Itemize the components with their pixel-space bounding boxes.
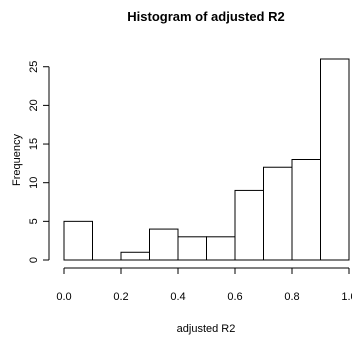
histogram-bar	[177, 236, 207, 261]
chart-title: Histogram of adjusted R2	[127, 9, 284, 24]
y-tick-label: 5	[28, 218, 40, 224]
y-axis: 0 5 10 15 20 25	[28, 61, 50, 263]
x-axis-label: adjusted R2	[177, 323, 236, 335]
y-tick-label: 0	[28, 257, 40, 263]
x-tick-label: 0.6	[227, 291, 242, 303]
histogram-bar	[149, 228, 179, 261]
histogram-bar	[206, 236, 236, 261]
y-axis-label: Frequency	[11, 134, 23, 186]
histogram-bar	[120, 251, 150, 261]
histogram-bar	[234, 189, 264, 261]
histogram-bar	[63, 220, 93, 261]
x-tick-label: 0.8	[284, 291, 299, 303]
histogram-bar	[291, 159, 321, 261]
histogram-bar	[320, 58, 350, 261]
y-tick-label: 10	[28, 177, 40, 189]
bars-group	[63, 58, 350, 261]
x-tick-label: 0.0	[56, 291, 71, 303]
y-tick-label: 25	[28, 61, 40, 73]
histogram-bar	[263, 166, 293, 261]
y-tick-label: 15	[28, 138, 40, 150]
x-axis: 0.0 0.2 0.4 0.6 0.8 1.0	[56, 267, 352, 303]
x-tick-label: 0.2	[113, 291, 128, 303]
y-tick-label: 20	[28, 99, 40, 111]
x-tick-label: 0.4	[170, 291, 185, 303]
x-tick-label: 1.0	[341, 291, 352, 303]
